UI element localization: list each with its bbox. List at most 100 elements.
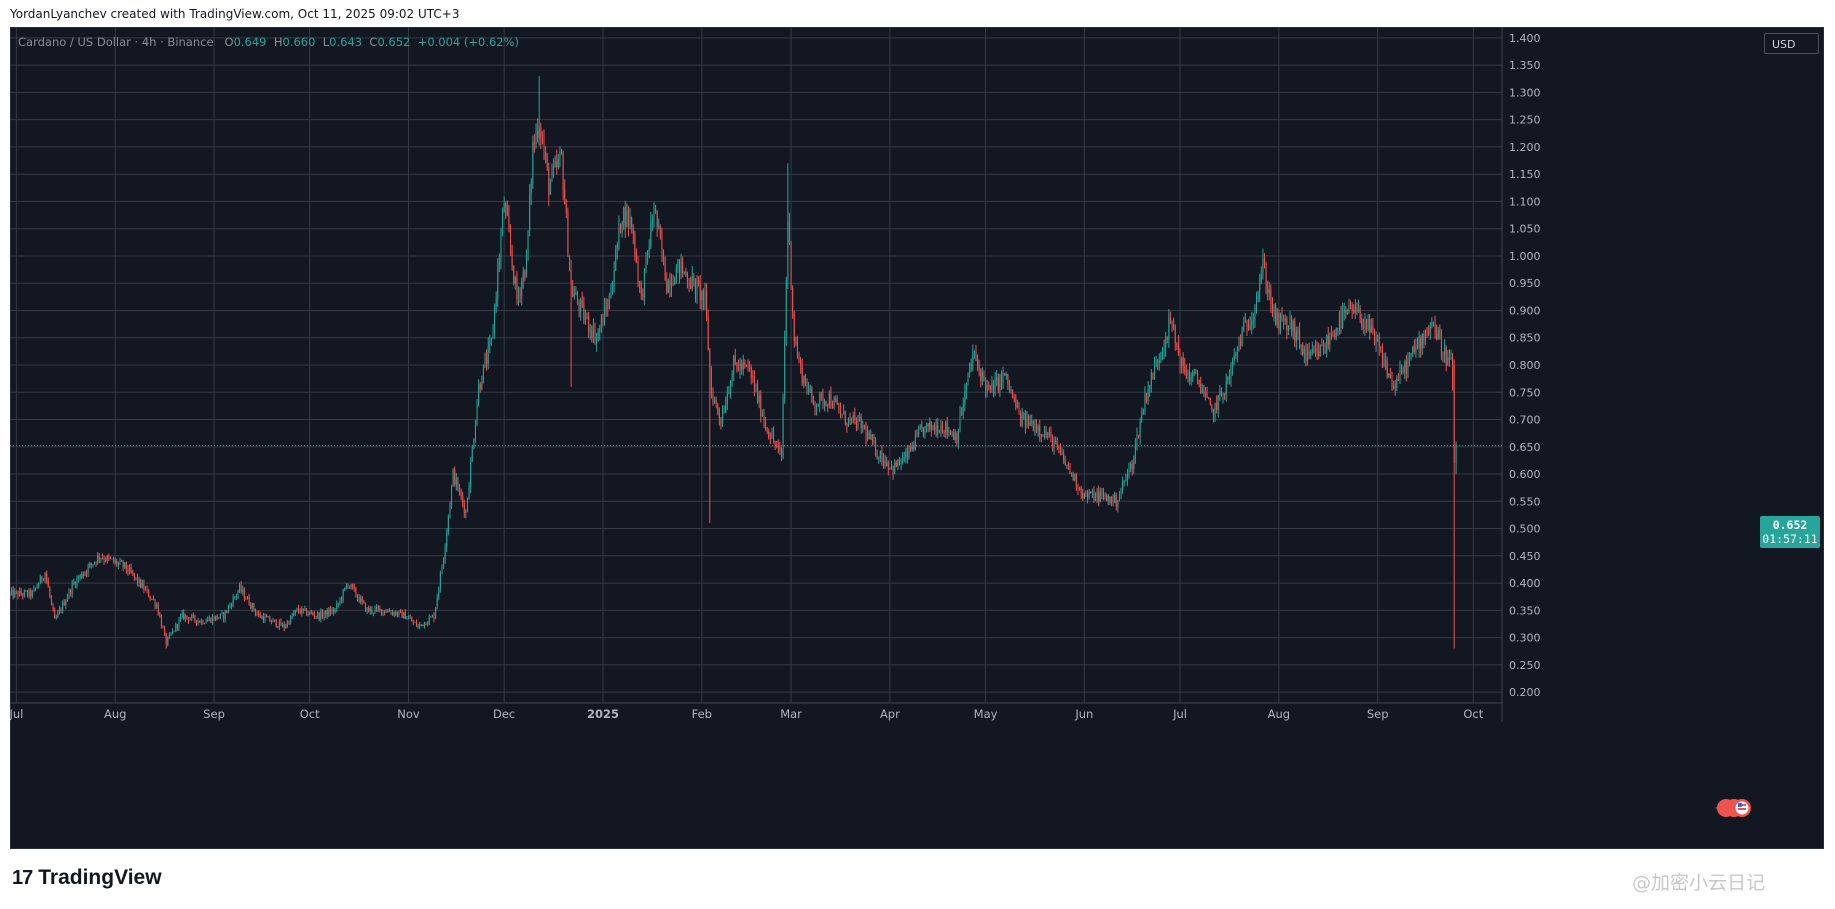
candle-body bbox=[1163, 347, 1165, 353]
y-tick-label: 0.350 bbox=[1509, 604, 1541, 617]
candle-body bbox=[133, 573, 135, 578]
candle-body bbox=[1262, 259, 1264, 274]
candle-body bbox=[758, 395, 760, 403]
candle-body bbox=[146, 588, 148, 590]
candle-body bbox=[957, 430, 959, 443]
candle-body bbox=[55, 617, 57, 619]
symbol-legend[interactable]: Cardano / US Dollar · 4h · Binance O0.64… bbox=[18, 35, 519, 49]
candle-body bbox=[487, 345, 489, 364]
candle-body bbox=[227, 606, 229, 612]
candle-body bbox=[125, 562, 127, 570]
candle-body bbox=[535, 130, 537, 143]
candle-body bbox=[553, 166, 555, 168]
candle-body bbox=[1305, 350, 1307, 360]
candle-body bbox=[1402, 370, 1404, 372]
candle-body bbox=[462, 496, 464, 504]
candle-body bbox=[1134, 444, 1136, 459]
currency-selector[interactable]: USD bbox=[1764, 33, 1819, 54]
candle-body bbox=[427, 623, 429, 625]
candle-body bbox=[468, 486, 470, 500]
candle-body bbox=[876, 454, 878, 459]
candle-body bbox=[328, 609, 330, 616]
candle-body bbox=[443, 559, 445, 567]
candle-body bbox=[1018, 405, 1020, 413]
x-tick-label: Oct bbox=[300, 707, 320, 721]
candle-body bbox=[1144, 393, 1146, 411]
candle-body bbox=[1308, 351, 1310, 355]
candle-body bbox=[1064, 459, 1066, 465]
candle-body bbox=[98, 555, 100, 559]
candle-body bbox=[376, 607, 378, 609]
candle-body bbox=[489, 341, 491, 346]
bar-countdown: 01:57:11 bbox=[1762, 532, 1818, 546]
candle-body bbox=[1375, 339, 1377, 344]
candle-body bbox=[1126, 473, 1128, 480]
candle-body bbox=[1412, 346, 1414, 354]
candle-body bbox=[1150, 372, 1152, 386]
candle-body bbox=[203, 623, 205, 625]
candle-body bbox=[975, 352, 977, 359]
candle-body bbox=[798, 356, 800, 361]
candlestick-chart[interactable]: 0.200 0.250 0.300 0.350 0.400 0.450 0.500 0.550… bbox=[10, 27, 1824, 849]
candle-body bbox=[81, 574, 83, 578]
candle-body bbox=[1005, 373, 1007, 376]
candle-body bbox=[1289, 319, 1291, 327]
candle-body bbox=[1340, 312, 1342, 328]
candle-body bbox=[701, 290, 703, 301]
high-value: 0.660 bbox=[282, 35, 316, 49]
candle-body bbox=[28, 590, 30, 596]
candle-body bbox=[15, 591, 17, 593]
candle-body bbox=[205, 621, 207, 624]
candle-body bbox=[839, 409, 841, 415]
candle-body bbox=[1378, 341, 1380, 348]
candle-body bbox=[993, 382, 995, 394]
candle-body bbox=[213, 617, 215, 621]
candle-body bbox=[23, 590, 25, 596]
candle-body bbox=[103, 558, 105, 561]
candle-body bbox=[645, 254, 647, 269]
candle-body bbox=[176, 624, 178, 628]
candle-body bbox=[1401, 368, 1403, 371]
candle-body bbox=[301, 608, 303, 614]
candle-body bbox=[922, 427, 924, 436]
candle-body bbox=[1197, 372, 1199, 380]
chart-panel[interactable] bbox=[10, 27, 1824, 849]
candle-body bbox=[1453, 365, 1455, 464]
symbol-name[interactable]: Cardano / US Dollar · 4h · Binance bbox=[18, 35, 214, 49]
candle-body bbox=[137, 577, 139, 584]
candle-body bbox=[887, 462, 889, 469]
candle-body bbox=[541, 138, 543, 141]
candle-body bbox=[333, 609, 335, 613]
y-tick-label: 0.450 bbox=[1509, 550, 1541, 563]
candle-body bbox=[254, 609, 256, 614]
candle-body bbox=[223, 612, 225, 620]
candle-body bbox=[63, 602, 65, 606]
candle-body bbox=[47, 580, 49, 588]
candle-body bbox=[476, 405, 478, 425]
candle-body bbox=[1396, 378, 1398, 388]
candle-body bbox=[1287, 326, 1289, 331]
candle-body bbox=[996, 377, 998, 380]
candle-body bbox=[1184, 366, 1186, 373]
candle-body bbox=[44, 572, 46, 580]
candle-body bbox=[344, 587, 346, 590]
candle-body bbox=[1278, 312, 1280, 330]
candle-body bbox=[664, 257, 666, 281]
candle-body bbox=[1051, 435, 1053, 449]
candle-body bbox=[1074, 474, 1076, 481]
candle-body bbox=[717, 403, 719, 413]
tradingview-logo[interactable]: 17 TradingView bbox=[12, 866, 162, 890]
candle-body bbox=[843, 411, 845, 414]
event-flags-icon[interactable]: ✦ bbox=[1712, 797, 1760, 819]
candle-body bbox=[511, 249, 513, 266]
candle-body bbox=[629, 216, 631, 226]
candle-body bbox=[897, 459, 899, 467]
candle-body bbox=[1271, 303, 1273, 314]
candle-body bbox=[49, 587, 51, 597]
candle-body bbox=[178, 619, 180, 628]
candle-body bbox=[1179, 354, 1181, 367]
candle-body bbox=[946, 422, 948, 433]
candle-body bbox=[878, 457, 880, 459]
candle-body bbox=[927, 423, 929, 427]
candle-body bbox=[720, 418, 722, 425]
